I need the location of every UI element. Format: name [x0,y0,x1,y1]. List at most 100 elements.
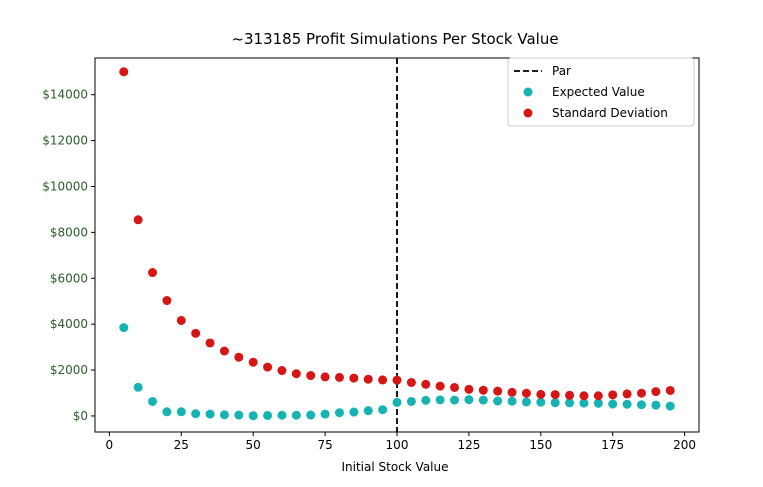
data-point [464,384,474,394]
data-point [665,401,675,411]
data-point [392,375,402,385]
data-point [234,352,244,362]
data-point [579,398,589,408]
data-point [205,338,215,348]
data-point [608,390,618,400]
data-point [320,409,330,419]
data-point [176,407,186,417]
data-point [205,409,215,419]
data-point [651,400,661,410]
y-tick-label: $4000 [50,317,88,331]
legend: Par Expected Value Standard Deviation [507,57,695,127]
x-tick-label: 75 [317,438,332,452]
data-point [478,395,488,405]
data-point [435,395,445,405]
series-standard-deviation [119,67,675,401]
data-point [406,396,416,406]
data-point [651,387,661,397]
data-point [464,395,474,405]
data-point [378,405,388,415]
data-point [450,395,460,405]
data-point [507,396,517,406]
legend-par-label: Par [552,64,571,78]
data-point [263,362,273,372]
x-tick-label: 175 [601,438,624,452]
data-point [636,400,646,410]
data-point [478,385,488,395]
data-point [176,315,186,325]
data-point [550,390,560,400]
x-axis-label: Initial Stock Value [342,460,449,474]
y-tick-label: $2000 [50,363,88,377]
x-tick-label: 100 [386,438,409,452]
data-point [665,385,675,395]
data-point [565,398,575,408]
data-point [162,407,172,417]
data-point [291,369,301,379]
data-point [421,395,431,405]
x-axis: 0 25 50 75 100 125 150 175 200 [106,432,696,452]
data-point [291,410,301,420]
data-point [521,397,531,407]
data-point [119,323,129,333]
data-point [306,410,316,420]
data-point [248,357,258,367]
data-point [334,408,344,418]
data-point [133,382,143,392]
data-point [378,375,388,385]
data-point [622,389,632,399]
data-point [493,396,503,406]
data-point [406,377,416,387]
data-point [593,398,603,408]
data-point [219,410,229,420]
y-tick-label: $14000 [42,88,88,102]
data-point [219,346,229,356]
data-point [119,67,129,77]
data-point [248,411,258,421]
data-point [334,372,344,382]
data-point [306,371,316,381]
chart-title: ~313185 Profit Simulations Per Stock Val… [231,30,558,48]
y-axis: $0 $2000 $4000 $6000 $8000 $10000 $12000 $14000 [42,88,95,423]
data-point [133,215,143,225]
data-point [507,387,517,397]
x-tick-label: 50 [246,438,261,452]
legend-expected-value-label: Expected Value [552,85,645,99]
data-point [277,410,287,420]
data-point [622,399,632,409]
y-tick-label: $10000 [42,179,88,193]
data-point [550,398,560,408]
x-tick-label: 200 [673,438,696,452]
y-tick-label: $0 [73,409,88,423]
data-point [363,374,373,384]
data-point [536,397,546,407]
data-point [608,399,618,409]
legend-standard-deviation-swatch [523,108,533,118]
legend-expected-value-swatch [523,87,533,97]
x-tick-label: 150 [529,438,552,452]
x-tick-label: 25 [174,438,189,452]
data-point [263,410,273,420]
y-tick-label: $8000 [50,225,88,239]
data-point [162,296,172,306]
data-point [593,391,603,401]
plot-area [119,58,675,432]
legend-standard-deviation-label: Standard Deviation [552,106,668,120]
data-point [565,390,575,400]
data-point [392,397,402,407]
data-point [320,372,330,382]
data-point [521,388,531,398]
data-point [450,382,460,392]
data-point [148,268,158,278]
data-point [536,389,546,399]
data-point [579,391,589,401]
x-tick-label: 125 [457,438,480,452]
legend-box [507,57,695,127]
data-point [191,409,201,419]
data-point [277,366,287,376]
data-point [493,386,503,396]
x-tick-label: 0 [106,438,114,452]
data-point [435,381,445,391]
